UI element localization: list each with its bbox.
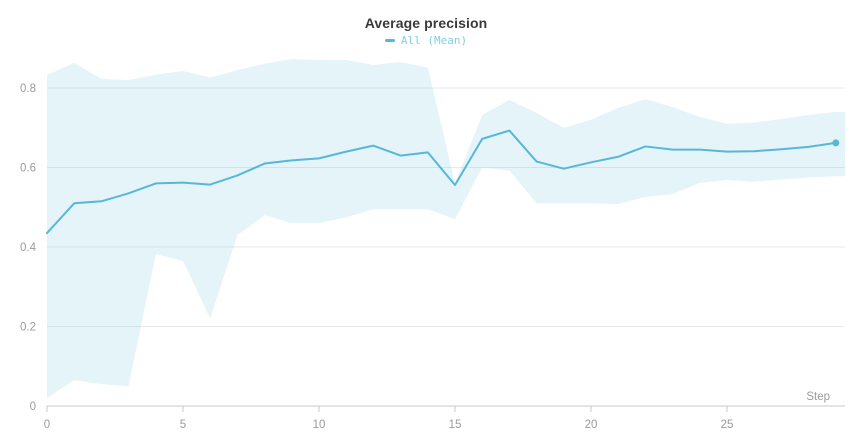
x-tick-label-5: 5: [180, 419, 186, 431]
legend[interactable]: All (Mean): [0, 35, 852, 46]
x-axis-title: Step: [806, 391, 830, 403]
min-max-band-area: [47, 58, 845, 399]
mean-line: [46, 129, 837, 235]
x-tick-label-10: 10: [313, 419, 326, 431]
y-tick-label-0.4: 0.4: [20, 242, 37, 254]
chart-title: Average precision: [364, 15, 488, 31]
legend-line-swatch: [384, 39, 395, 42]
last-point-marker: [832, 139, 840, 147]
y-tick-label-0.6: 0.6: [20, 163, 36, 175]
y-tick-label-0: 0: [30, 401, 36, 413]
x-tick-label-25: 25: [721, 419, 734, 431]
legend-label: All (Mean): [400, 34, 468, 47]
y-tick-label-0.8: 0.8: [20, 83, 36, 95]
x-tick-label-20: 20: [585, 419, 598, 431]
x-tick-label-15: 15: [449, 419, 462, 431]
x-tick-label-0: 0: [44, 419, 50, 431]
y-tick-label-0.2: 0.2: [20, 322, 36, 334]
